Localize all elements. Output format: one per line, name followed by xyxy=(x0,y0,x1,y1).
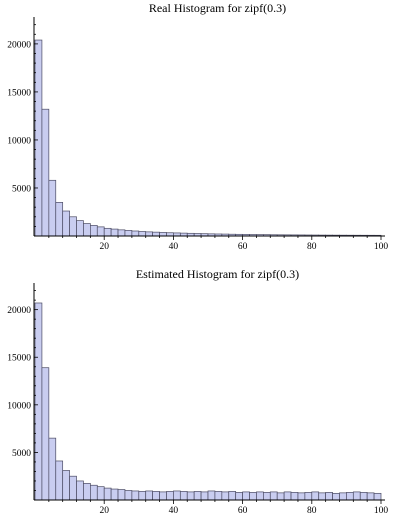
histogram-bar xyxy=(145,231,153,237)
histogram-bar xyxy=(48,179,57,237)
x-tick-label: 20 xyxy=(99,506,109,516)
histogram-bar xyxy=(131,230,140,237)
histogram-bar xyxy=(69,216,77,237)
x-tick-label: 80 xyxy=(307,242,317,252)
histogram-bar xyxy=(83,482,91,501)
x-tick-label: 60 xyxy=(238,242,248,252)
x-tick-label: 100 xyxy=(374,506,389,516)
histogram-bar xyxy=(304,492,313,501)
histogram-bar xyxy=(103,227,112,237)
histogram-bar xyxy=(214,491,223,501)
histogram-bar xyxy=(83,223,91,237)
histogram-bar xyxy=(103,487,112,501)
histogram-bar xyxy=(55,202,64,237)
histogram-bar xyxy=(200,491,209,501)
histogram-bar xyxy=(352,491,361,501)
x-tick-label: 40 xyxy=(169,242,179,252)
histogram-bar xyxy=(96,226,105,237)
histogram-bar xyxy=(318,492,326,501)
x-tick-label: 40 xyxy=(169,506,179,516)
histogram-bar xyxy=(159,491,167,501)
histogram-bar xyxy=(290,492,299,501)
histogram-bar xyxy=(138,231,147,237)
histogram-bar xyxy=(235,492,243,501)
histogram-bar xyxy=(69,475,77,501)
x-tick-label: 80 xyxy=(307,506,317,516)
y-tick-label: 5000 xyxy=(12,449,31,459)
histogram-bar xyxy=(366,492,375,501)
histogram-bar xyxy=(283,491,292,501)
histogram-bar xyxy=(346,492,354,501)
histogram-bar xyxy=(373,492,382,501)
histogram-bar xyxy=(249,492,257,501)
histogram-bar xyxy=(62,210,70,237)
histogram-bar xyxy=(124,230,133,237)
histogram-bar xyxy=(76,480,84,501)
histogram-bar xyxy=(96,486,105,501)
histogram-bar xyxy=(359,492,368,501)
x-tick-label: 60 xyxy=(238,506,248,516)
y-tick-label: 10000 xyxy=(7,401,31,411)
histogram-bar xyxy=(173,490,181,501)
histogram-bar xyxy=(110,488,119,501)
histogram-bar xyxy=(90,225,98,237)
histogram-bar xyxy=(34,39,43,237)
histogram-bar xyxy=(110,228,119,237)
histogram-bar xyxy=(131,490,140,501)
histogram-bar xyxy=(62,470,70,501)
histogram-bar xyxy=(325,492,333,501)
histogram-bar xyxy=(269,491,278,501)
histogram-bar xyxy=(228,491,237,501)
histogram-bar xyxy=(179,491,188,501)
histogram-bar xyxy=(276,492,285,501)
histogram-bar xyxy=(145,490,153,501)
chart-title: Real Histogram for zipf(0.3) xyxy=(149,1,286,15)
histogram-bar xyxy=(159,232,167,237)
histogram-bar xyxy=(124,490,133,501)
histogram-bar xyxy=(193,491,202,501)
real-histogram-panel: Real Histogram for zipf(0.3) 5000 10000 150… xyxy=(7,1,388,252)
histogram-bar xyxy=(256,491,264,501)
y-tick-label: 10000 xyxy=(7,136,31,146)
x-tick-label: 100 xyxy=(374,242,389,252)
histogram-bar xyxy=(242,491,250,501)
y-tick-label: 5000 xyxy=(12,184,31,194)
histogram-bar xyxy=(339,492,347,501)
y-tick-label: 20000 xyxy=(7,306,31,316)
histogram-bar xyxy=(221,491,230,501)
histogram-bar xyxy=(186,491,195,501)
histogram-bar xyxy=(34,302,43,501)
histogram-bar xyxy=(41,108,50,237)
histogram-bar xyxy=(152,491,160,501)
histogram-bar xyxy=(117,229,126,237)
x-tick-label: 20 xyxy=(99,242,109,252)
histogram-bar xyxy=(263,492,271,501)
y-tick-label: 15000 xyxy=(7,354,31,364)
histogram-bar xyxy=(41,367,50,501)
histogram-bar xyxy=(332,492,340,501)
histogram-bar xyxy=(311,491,320,501)
estimated-histogram-panel: Estimated Histogram for zipf(0.3) 5000 100… xyxy=(7,267,388,516)
histogram-bar xyxy=(48,437,57,501)
histogram-bar xyxy=(117,489,126,501)
histogram-bar xyxy=(138,491,147,501)
y-tick-label: 15000 xyxy=(7,88,31,98)
histogram-bar xyxy=(297,492,306,501)
histogram-bar xyxy=(152,231,160,237)
histogram-bar xyxy=(90,484,98,501)
histogram-bar xyxy=(76,220,84,237)
histogram-bar xyxy=(55,460,64,501)
histogram-bar xyxy=(166,491,174,501)
y-tick-label: 20000 xyxy=(7,40,31,50)
histogram-bar xyxy=(207,490,216,501)
chart-title: Estimated Histogram for zipf(0.3) xyxy=(136,267,299,281)
